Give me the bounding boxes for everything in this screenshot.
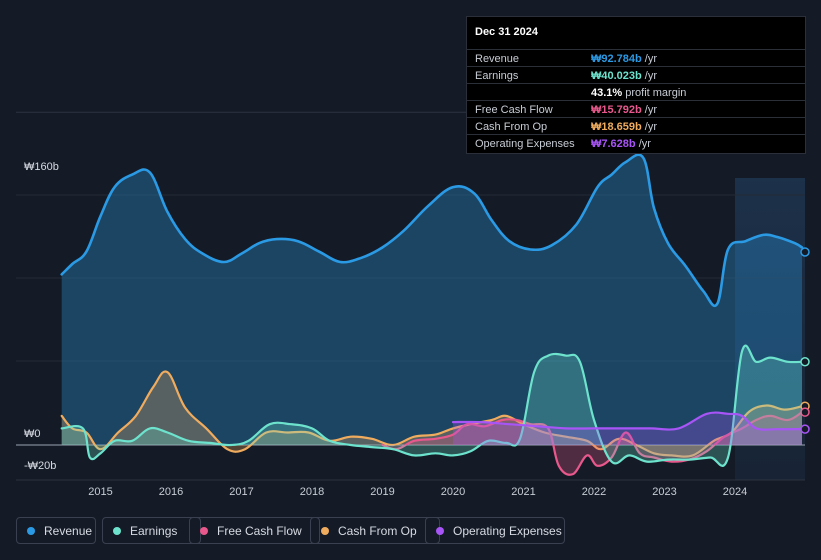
legend-label: Revenue bbox=[44, 524, 93, 538]
free-cash-flow-end-marker bbox=[800, 407, 810, 417]
free-cash-flow-line bbox=[381, 411, 804, 476]
y-tick-label: -₩20b bbox=[24, 460, 56, 472]
legend-item-cash-from-op[interactable]: Cash From Op bbox=[310, 517, 440, 544]
x-tick-label: 2015 bbox=[88, 486, 112, 498]
unit: profit margin bbox=[622, 87, 687, 99]
tooltip-value: 43.1% profit margin bbox=[591, 87, 686, 99]
free-cash-flow-area bbox=[382, 412, 802, 475]
tooltip-value: ₩7.628b /yr bbox=[591, 138, 651, 150]
unit: /yr bbox=[641, 121, 658, 133]
tooltip-value: ₩15.792b /yr bbox=[591, 104, 657, 116]
tooltip-value: ₩40.023b /yr bbox=[591, 70, 657, 82]
legend-label: Free Cash Flow bbox=[217, 524, 302, 538]
tooltip-row-cfo: Cash From Op ₩18.659b /yr bbox=[467, 117, 805, 135]
revenue-line bbox=[60, 153, 804, 308]
tooltip-value: ₩92.784b /yr bbox=[591, 53, 657, 65]
legend-item-earnings[interactable]: Earnings bbox=[102, 517, 201, 544]
tooltip-row-earnings: Earnings ₩40.023b /yr bbox=[467, 66, 805, 84]
tooltip-value: ₩18.659b /yr bbox=[591, 121, 657, 133]
revenue-end-marker bbox=[800, 247, 810, 257]
earnings-line bbox=[60, 344, 804, 467]
y-tick-label: ₩0 bbox=[24, 428, 41, 440]
operating-expenses-end-marker bbox=[800, 424, 810, 434]
legend-label: Earnings bbox=[130, 524, 178, 538]
cash-from-op-line bbox=[60, 370, 804, 458]
tooltip-label: Operating Expenses bbox=[475, 138, 575, 150]
data-tooltip: Dec 31 2024 Revenue ₩92.784b /yr Earning… bbox=[466, 16, 806, 154]
x-tick-label: 2017 bbox=[229, 486, 253, 498]
legend-item-revenue[interactable]: Revenue bbox=[16, 517, 96, 544]
legend-item-free-cash-flow[interactable]: Free Cash Flow bbox=[189, 517, 320, 544]
operating-expenses-line bbox=[451, 411, 804, 431]
legend-item-operating-expenses[interactable]: Operating Expenses bbox=[425, 517, 565, 544]
y-tick-label: ₩160b bbox=[24, 161, 59, 173]
tooltip-row-margin: 43.1% profit margin bbox=[467, 83, 805, 101]
tooltip-row-revenue: Revenue ₩92.784b /yr bbox=[467, 49, 805, 67]
x-tick-label: 2019 bbox=[370, 486, 394, 498]
cfo-value: ₩18.659b bbox=[591, 121, 642, 133]
tooltip-row-fcf: Free Cash Flow ₩15.792b /yr bbox=[467, 100, 805, 118]
legend-label: Operating Expenses bbox=[453, 524, 562, 538]
revenue-dot-icon bbox=[27, 527, 35, 535]
x-tick-label: 2016 bbox=[159, 486, 183, 498]
fcf-dot-icon bbox=[200, 527, 208, 535]
tooltip-row-opex: Operating Expenses ₩7.628b /yr bbox=[467, 134, 805, 152]
x-tick-label: 2021 bbox=[511, 486, 535, 498]
earnings-end-marker bbox=[800, 357, 810, 367]
unit: /yr bbox=[641, 70, 658, 82]
fcf-value: ₩15.792b bbox=[591, 104, 642, 116]
x-tick-label: 2024 bbox=[723, 486, 747, 498]
opex-dot-icon bbox=[436, 527, 444, 535]
profit-margin-value: 43.1% bbox=[591, 87, 623, 99]
unit: /yr bbox=[641, 53, 658, 65]
x-tick-label: 2020 bbox=[441, 486, 465, 498]
unit: /yr bbox=[641, 104, 658, 116]
earnings-dot-icon bbox=[113, 527, 121, 535]
tooltip-label: Earnings bbox=[475, 70, 519, 82]
legend-label: Cash From Op bbox=[338, 524, 417, 538]
revenue-value: ₩92.784b bbox=[591, 53, 642, 65]
earnings-value: ₩40.023b bbox=[591, 70, 642, 82]
revenue-area bbox=[61, 154, 802, 445]
tooltip-label: Revenue bbox=[475, 53, 520, 65]
x-tick-label: 2018 bbox=[300, 486, 324, 498]
cfo-dot-icon bbox=[321, 527, 329, 535]
unit: /yr bbox=[635, 138, 651, 150]
tooltip-date: Dec 31 2024 bbox=[475, 26, 538, 38]
x-tick-label: 2022 bbox=[582, 486, 606, 498]
x-tick-label: 2023 bbox=[652, 486, 676, 498]
opex-value: ₩7.628b bbox=[591, 138, 636, 150]
tooltip-label: Cash From Op bbox=[475, 121, 548, 133]
tooltip-label: Free Cash Flow bbox=[475, 104, 553, 116]
